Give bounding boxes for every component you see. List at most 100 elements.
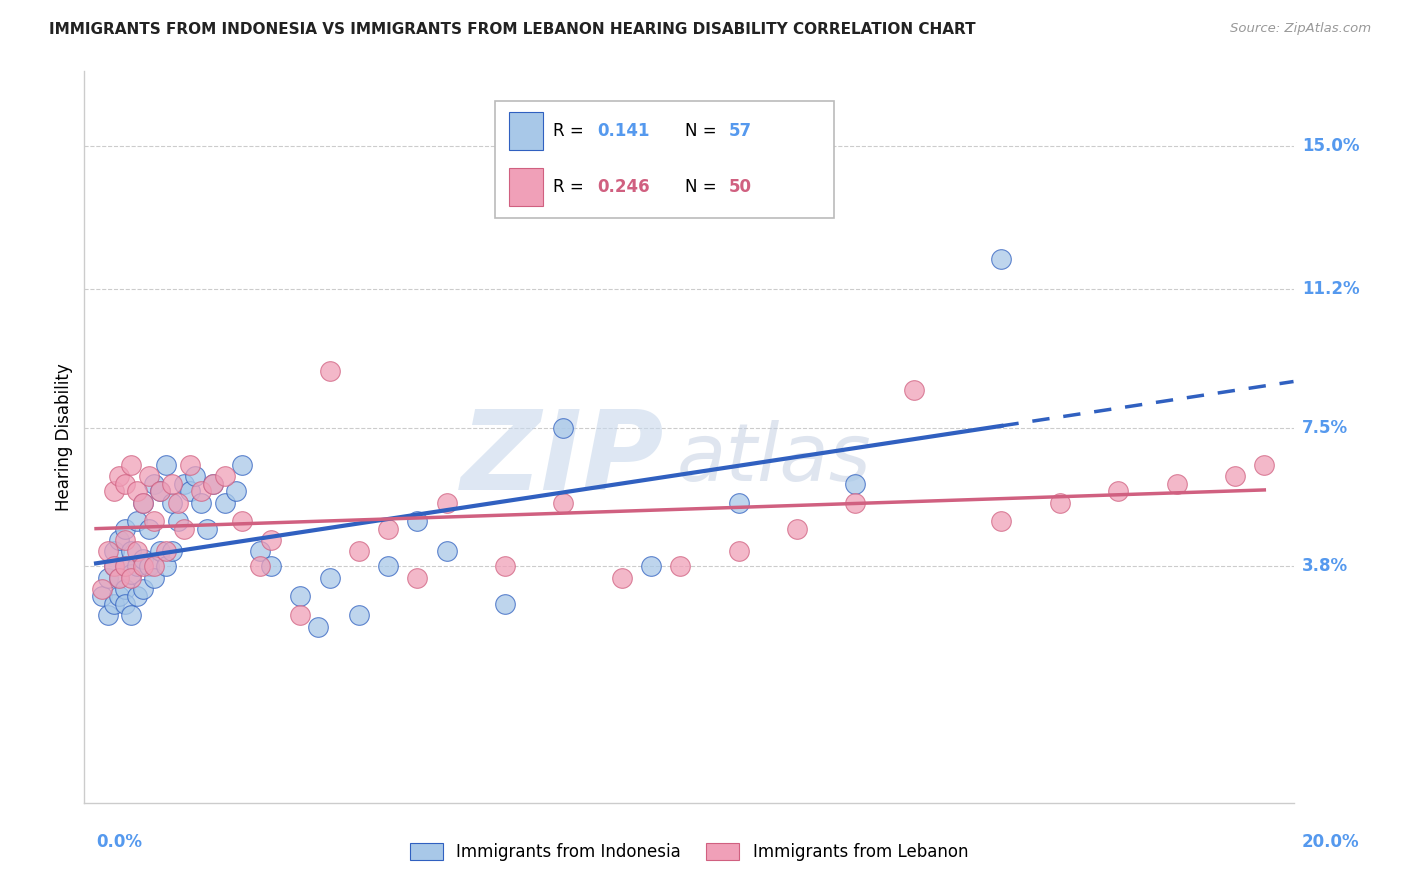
Point	[553, 420, 575, 434]
Point	[143, 571, 166, 585]
Point	[195, 522, 218, 536]
Point	[173, 477, 195, 491]
Point	[155, 458, 177, 473]
Point	[436, 544, 458, 558]
Point	[1049, 496, 1071, 510]
Point	[260, 559, 283, 574]
Point	[844, 477, 866, 491]
Point	[179, 484, 201, 499]
Point	[347, 544, 370, 558]
Point	[103, 544, 125, 558]
Point	[173, 522, 195, 536]
Point	[179, 458, 201, 473]
Point	[990, 252, 1012, 266]
Point	[108, 590, 131, 604]
Point	[114, 559, 136, 574]
Point	[190, 496, 212, 510]
Point	[166, 515, 188, 529]
Point	[103, 559, 125, 574]
Point	[260, 533, 283, 548]
Point	[120, 608, 142, 623]
Point	[201, 477, 224, 491]
Text: 11.2%: 11.2%	[1302, 280, 1360, 298]
Text: Source: ZipAtlas.com: Source: ZipAtlas.com	[1230, 22, 1371, 36]
Point	[125, 484, 148, 499]
Point	[108, 571, 131, 585]
Point	[149, 544, 172, 558]
Point	[132, 582, 155, 596]
Point	[1166, 477, 1188, 491]
Point	[640, 559, 662, 574]
Point	[249, 544, 271, 558]
Point	[114, 597, 136, 611]
Legend: Immigrants from Indonesia, Immigrants from Lebanon: Immigrants from Indonesia, Immigrants fr…	[404, 836, 974, 868]
Point	[97, 544, 120, 558]
Point	[1107, 484, 1129, 499]
Point	[108, 533, 131, 548]
Point	[132, 496, 155, 510]
Text: 7.5%: 7.5%	[1302, 418, 1348, 437]
Point	[120, 544, 142, 558]
Point	[103, 597, 125, 611]
Point	[377, 522, 399, 536]
Point	[553, 496, 575, 510]
Point	[132, 559, 155, 574]
Point	[120, 458, 142, 473]
Point	[120, 566, 142, 581]
Point	[166, 496, 188, 510]
Point	[290, 608, 312, 623]
Point	[108, 571, 131, 585]
Point	[347, 608, 370, 623]
Point	[97, 571, 120, 585]
Point	[1253, 458, 1275, 473]
Point	[138, 522, 160, 536]
Y-axis label: Hearing Disability: Hearing Disability	[55, 363, 73, 511]
Point	[114, 559, 136, 574]
Point	[494, 597, 516, 611]
Point	[97, 608, 120, 623]
Point	[494, 559, 516, 574]
Point	[160, 477, 183, 491]
Point	[114, 522, 136, 536]
Point	[290, 590, 312, 604]
Point	[990, 515, 1012, 529]
Point	[149, 484, 172, 499]
Point	[190, 484, 212, 499]
Text: IMMIGRANTS FROM INDONESIA VS IMMIGRANTS FROM LEBANON HEARING DISABILITY CORRELAT: IMMIGRANTS FROM INDONESIA VS IMMIGRANTS …	[49, 22, 976, 37]
Point	[436, 496, 458, 510]
Point	[727, 544, 749, 558]
Point	[114, 582, 136, 596]
Point	[103, 559, 125, 574]
Text: 3.8%: 3.8%	[1302, 558, 1348, 575]
Point	[120, 571, 142, 585]
Point	[610, 571, 633, 585]
Point	[125, 559, 148, 574]
Text: 15.0%: 15.0%	[1302, 137, 1360, 155]
Point	[214, 469, 236, 483]
Text: 0.0%: 0.0%	[96, 833, 142, 851]
Point	[184, 469, 207, 483]
Point	[160, 544, 183, 558]
Point	[90, 582, 112, 596]
Point	[132, 496, 155, 510]
Point	[143, 515, 166, 529]
Point	[307, 619, 329, 633]
Point	[143, 477, 166, 491]
Point	[160, 496, 183, 510]
Point	[143, 559, 166, 574]
Point	[377, 559, 399, 574]
Point	[727, 496, 749, 510]
Point	[108, 469, 131, 483]
Point	[155, 544, 177, 558]
Point	[138, 469, 160, 483]
Text: atlas: atlas	[676, 420, 872, 498]
Point	[138, 559, 160, 574]
Point	[90, 590, 112, 604]
Point	[406, 515, 429, 529]
Point	[149, 484, 172, 499]
Point	[125, 544, 148, 558]
Point	[1223, 469, 1246, 483]
Point	[155, 559, 177, 574]
Point	[231, 458, 253, 473]
Point	[844, 496, 866, 510]
